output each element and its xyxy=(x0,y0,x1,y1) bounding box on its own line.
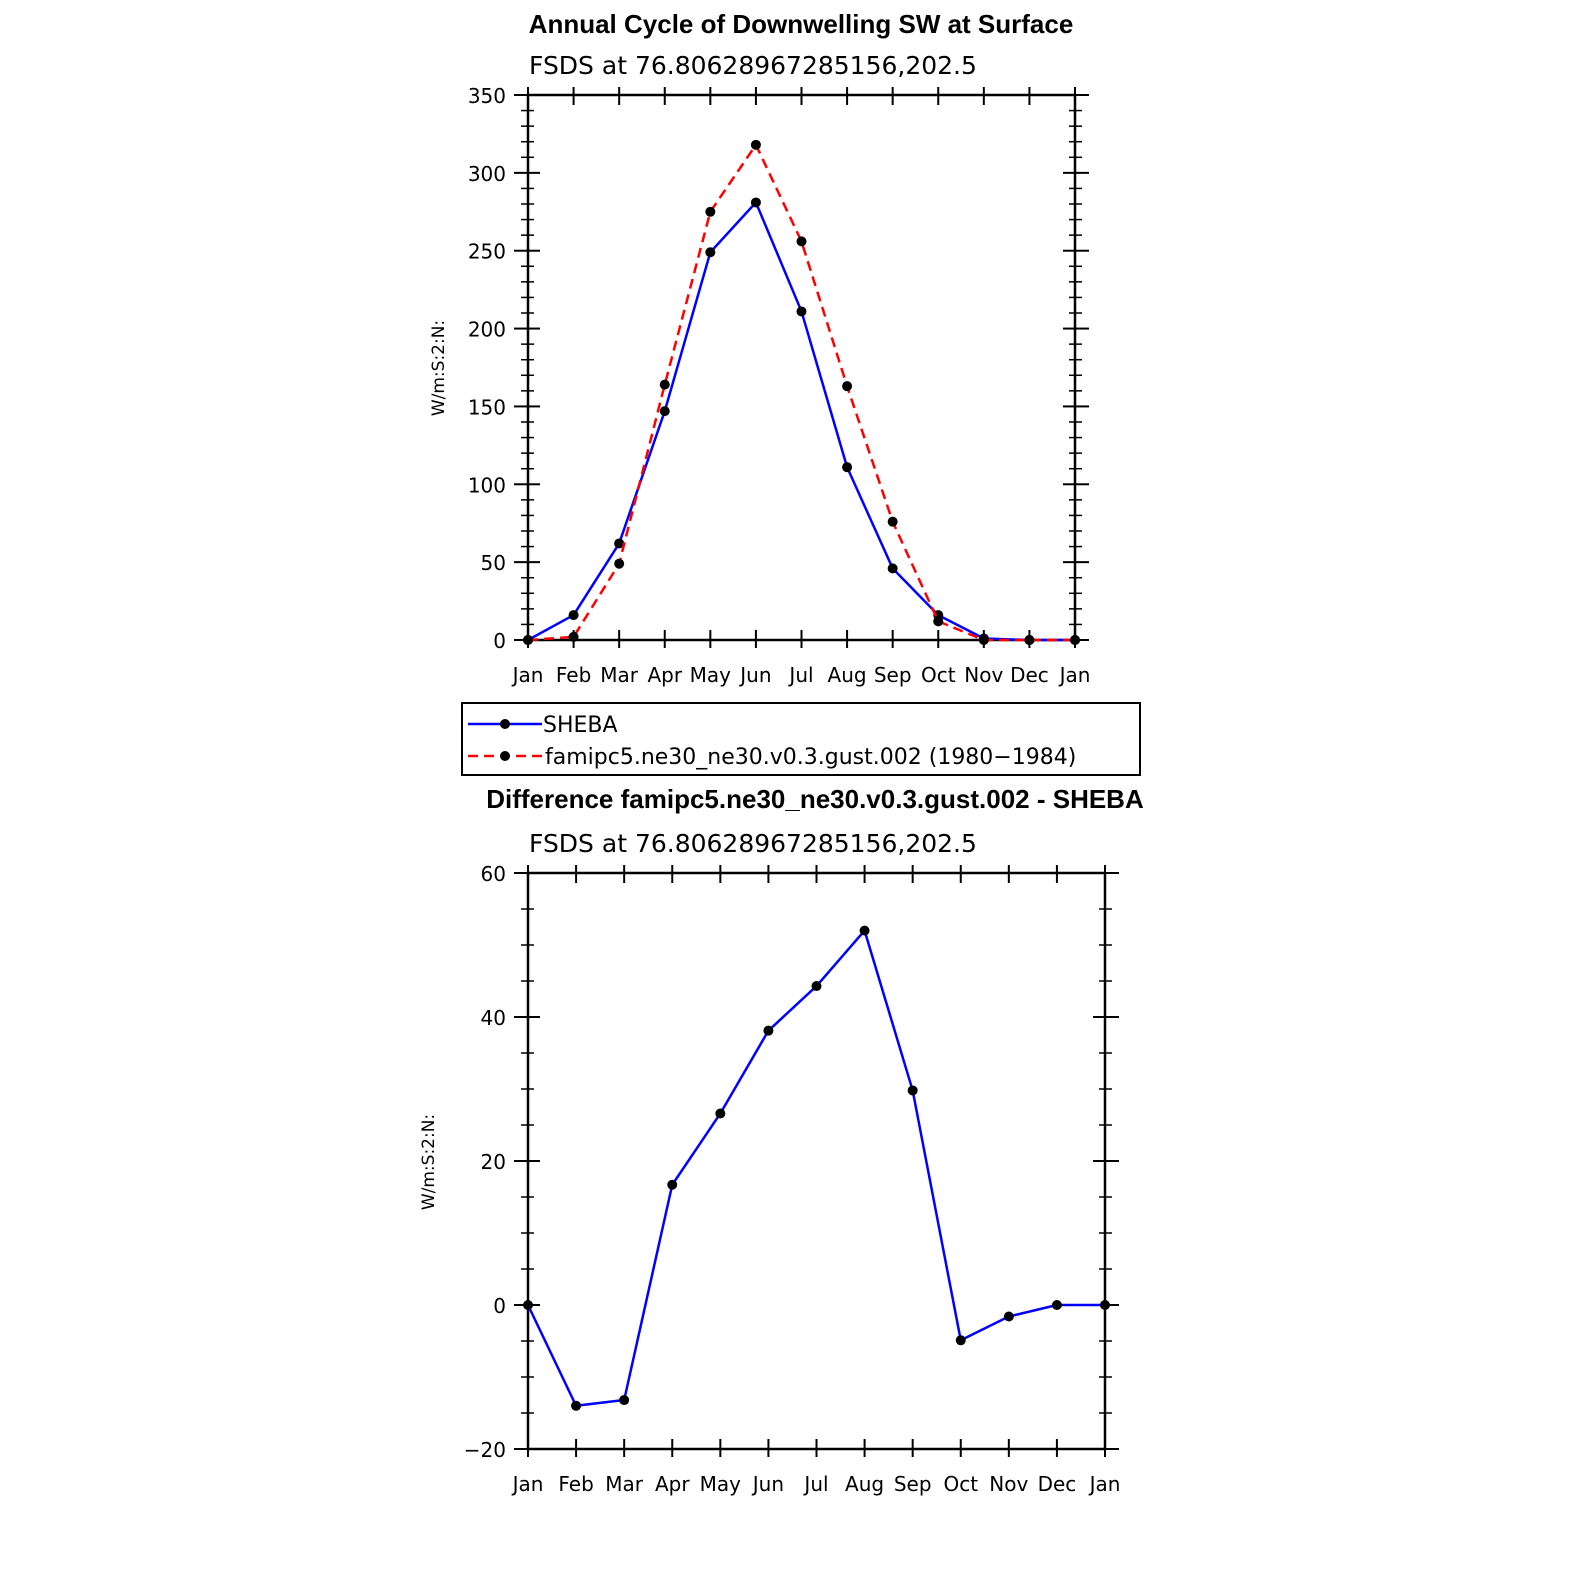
chart2-subtitle: FSDS at 76.80628967285156,202.5 xyxy=(529,829,977,858)
data-point xyxy=(571,1400,582,1411)
data-point xyxy=(750,139,761,150)
data-point xyxy=(568,610,579,621)
data-point xyxy=(842,462,853,473)
y-tick-label: 300 xyxy=(468,162,506,186)
data-point xyxy=(955,1335,966,1346)
data-point xyxy=(1024,635,1035,645)
data-point xyxy=(715,1108,726,1119)
data-point xyxy=(933,616,944,627)
x-tick-label: May xyxy=(700,1472,742,1496)
x-tick-label: Jul xyxy=(787,663,813,687)
x-tick-label: Feb xyxy=(558,1472,593,1496)
x-tick-label: Mar xyxy=(605,1472,644,1496)
data-point xyxy=(614,558,625,569)
data-point xyxy=(614,538,625,549)
y-tick-label: 100 xyxy=(468,473,506,497)
data-point xyxy=(1070,635,1080,645)
data-point xyxy=(1003,1311,1014,1322)
data-point xyxy=(842,381,853,392)
x-tick-label: Apr xyxy=(655,1472,690,1496)
y-tick-label: 60 xyxy=(481,862,506,886)
data-point xyxy=(619,1395,630,1406)
x-tick-label: Jun xyxy=(738,663,771,687)
y-tick-label: 20 xyxy=(481,1150,506,1174)
data-point xyxy=(705,206,716,217)
data-point xyxy=(887,516,898,527)
x-tick-label: Jan xyxy=(1058,663,1091,687)
data-point xyxy=(811,981,822,992)
x-tick-label: Jan xyxy=(511,663,544,687)
y-tick-label: 150 xyxy=(468,395,506,419)
legend-box xyxy=(461,702,1141,776)
data-point xyxy=(887,563,898,574)
x-tick-label: Jan xyxy=(511,1472,544,1496)
data-point xyxy=(667,1179,678,1190)
chart2-frame xyxy=(526,871,1107,1451)
chart2-y-axis-label: W/m:S:2:N: xyxy=(419,1114,439,1210)
y-tick-label: −20 xyxy=(464,1438,506,1462)
data-point xyxy=(568,631,579,642)
x-tick-label: Nov xyxy=(989,1472,1028,1496)
y-tick-label: 0 xyxy=(493,1294,506,1318)
series-line-2 xyxy=(527,143,1075,642)
data-point xyxy=(978,635,989,645)
x-tick-label: Oct xyxy=(943,1472,978,1496)
legend-marker-model xyxy=(500,751,510,761)
x-tick-label: Dec xyxy=(1010,663,1049,687)
x-tick-label: Mar xyxy=(600,663,639,687)
x-tick-label: Aug xyxy=(828,663,867,687)
data-point xyxy=(859,925,870,936)
x-tick-label: Oct xyxy=(921,663,956,687)
legend: SHEBA famipc5.ne30_ne30.v0.3.gust.002 (1… xyxy=(461,702,1141,776)
data-point xyxy=(705,247,716,258)
x-tick-label: Aug xyxy=(845,1472,884,1496)
y-tick-label: 0 xyxy=(493,629,506,653)
series-line-1 xyxy=(526,929,1105,1408)
data-point xyxy=(796,236,807,247)
x-tick-label: Jan xyxy=(1088,1472,1121,1496)
chart1-y-axis-label: W/m:S:2:N: xyxy=(429,320,449,416)
data-point xyxy=(907,1085,918,1096)
data-point xyxy=(1051,1300,1062,1310)
x-tick-label: Jun xyxy=(751,1472,784,1496)
chart2-plot: Jan Feb Mar Apr May Jun Jul Aug Sep Oct Nov Dec Jan−… xyxy=(464,862,1121,1496)
legend-marker-sheba xyxy=(500,719,510,729)
data-point xyxy=(763,1025,774,1036)
chart1-title: Annual Cycle of Downwelling SW at Surfac… xyxy=(529,9,1074,39)
x-tick-label: Sep xyxy=(874,663,912,687)
y-tick-label: 50 xyxy=(481,551,506,575)
x-tick-label: Sep xyxy=(894,1472,932,1496)
series-line-1 xyxy=(527,201,1075,642)
data-point xyxy=(796,306,807,317)
data-point xyxy=(659,406,670,417)
x-tick-label: Jul xyxy=(802,1472,828,1496)
y-tick-label: 200 xyxy=(468,318,506,342)
chart1-subtitle: FSDS at 76.80628967285156,202.5 xyxy=(529,51,977,80)
data-point xyxy=(659,379,670,390)
data-point xyxy=(750,197,761,208)
y-tick-label: 40 xyxy=(481,1006,506,1030)
x-tick-label: Feb xyxy=(556,663,591,687)
legend-label-sheba: SHEBA xyxy=(543,713,618,738)
chart1-plot: Jan Feb Mar Apr May Jun Jul Aug Sep Oct Nov Dec Jan0… xyxy=(468,84,1091,687)
data-point xyxy=(523,1300,533,1310)
y-tick-label: 250 xyxy=(468,240,506,264)
plots-layer: Jan Feb Mar Apr May Jun Jul Aug Sep Oct Nov Dec Jan0… xyxy=(464,84,1121,1496)
y-tick-label: 350 xyxy=(468,84,506,108)
data-point xyxy=(523,635,533,645)
x-tick-label: Dec xyxy=(1038,1472,1077,1496)
chart2-title: Difference famipc5.ne30_ne30.v0.3.gust.0… xyxy=(486,784,1144,814)
x-tick-label: Apr xyxy=(647,663,682,687)
x-tick-label: May xyxy=(690,663,732,687)
legend-label-model: famipc5.ne30_ne30.v0.3.gust.002 (1980−19… xyxy=(545,745,1076,770)
data-point xyxy=(1100,1300,1110,1310)
x-tick-label: Nov xyxy=(964,663,1003,687)
